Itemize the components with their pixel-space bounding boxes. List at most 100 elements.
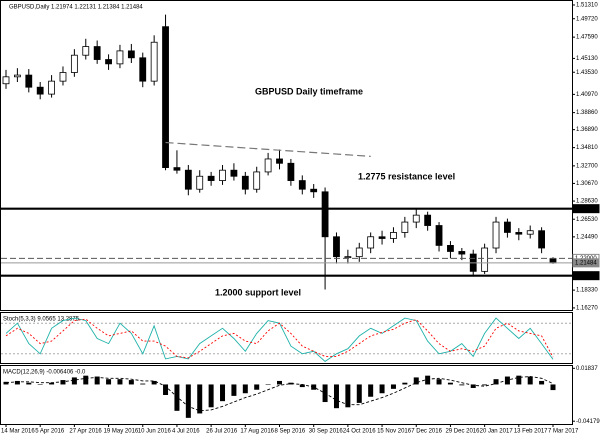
candle-body — [390, 232, 397, 239]
macd-bar — [425, 375, 431, 385]
macd-bar — [527, 376, 533, 385]
candle-body — [310, 188, 318, 193]
level-label-box — [572, 204, 600, 214]
macd-header: MACD(12,26,9) -0.006406 -0.0 — [3, 370, 86, 376]
candle-body — [321, 191, 329, 238]
macd-bar — [379, 384, 385, 394]
macd-bar — [390, 384, 396, 389]
macd-bar — [299, 384, 305, 388]
y-tick-label: 1.40970 — [576, 92, 598, 98]
x-tick-label: 15 Nov 2016 — [377, 429, 412, 435]
x-tick-label: 24 Oct 2016 — [343, 429, 376, 435]
candle-body — [367, 236, 375, 249]
level-label-box — [572, 258, 600, 268]
macd-bar — [14, 380, 20, 385]
stoch-panel — [0, 312, 573, 364]
macd-bar — [106, 379, 112, 385]
annotation: 1.2775 resistance level — [358, 171, 455, 181]
macd-bar — [436, 379, 442, 385]
macd-bar — [3, 381, 9, 385]
macd-bar — [356, 384, 362, 403]
macd-bar — [265, 384, 271, 385]
candle-body — [82, 46, 90, 56]
macd-bar — [117, 379, 123, 385]
macd-bar — [140, 383, 146, 385]
macd-bar — [37, 384, 43, 385]
candle-body — [481, 247, 489, 272]
y-tick-label: 1.30670 — [576, 181, 598, 187]
main-panel — [0, 0, 573, 311]
candle-body — [184, 169, 192, 190]
x-tick-label: 26 Jul 2016 — [206, 429, 238, 435]
candle-body — [253, 171, 261, 190]
candle-body — [2, 76, 10, 85]
candle-body — [219, 169, 226, 181]
level-label-box — [572, 271, 600, 281]
candle-body — [492, 221, 500, 249]
macd-bar — [163, 384, 169, 395]
y-tick-label: 1.45130 — [576, 56, 598, 62]
candle-body — [424, 214, 432, 226]
candle-body — [298, 180, 306, 190]
candle-body — [241, 175, 249, 190]
macd-bar — [345, 384, 351, 408]
x-tick-label: 14 Mar 2016 — [1, 429, 35, 435]
macd-bar — [539, 380, 545, 385]
macd-bar — [197, 384, 203, 414]
macd-bar — [493, 379, 499, 385]
candle-body — [447, 245, 454, 252]
y-tick-label: 1.28630 — [576, 199, 598, 205]
stoch-header: Stoch(5,3,3) 9.0565 13.2875 — [3, 317, 80, 323]
macd-bar — [151, 380, 157, 385]
candle-body — [276, 158, 283, 164]
candle-body — [70, 54, 78, 73]
macd-panel — [0, 365, 573, 425]
candle-body — [48, 80, 55, 95]
candle-body — [355, 247, 363, 258]
candle-body — [344, 256, 352, 259]
x-tick-label: 8 Sep 2016 — [275, 429, 306, 435]
y-tick-label: 1.38860 — [576, 110, 598, 116]
y-tick-label: 1.24490 — [576, 234, 598, 240]
candle-body — [36, 86, 44, 95]
candle-body — [458, 251, 466, 255]
candle-body — [93, 46, 101, 60]
level-label: 1.21484 — [575, 260, 597, 266]
macd-bar — [174, 384, 180, 411]
macd-bar — [83, 375, 89, 385]
level-label: 1.20000 — [575, 273, 597, 279]
y-tick-label: 1.47590 — [576, 35, 598, 41]
annotation: GBPUSD Daily timeframe — [255, 86, 363, 96]
x-tick-label: 13 Feb 2017 — [514, 429, 548, 435]
macd-bar — [185, 384, 191, 418]
macd-bar — [288, 382, 294, 385]
macd-bar — [254, 384, 260, 390]
macd-bar — [128, 380, 134, 385]
y-tick-label: 1.34810 — [576, 145, 598, 151]
macd-bar — [333, 384, 339, 409]
x-tick-label: 7 Dec 2016 — [411, 429, 442, 435]
y-tick-label: 1.51310 — [576, 3, 598, 9]
macd-bar — [447, 382, 453, 385]
macd-bar — [413, 377, 419, 385]
candle-body — [526, 230, 534, 235]
candle-body — [515, 232, 523, 235]
candle-body — [150, 41, 158, 82]
y-tick-label: 1.49720 — [576, 16, 598, 22]
y-tick-label: 1.32700 — [576, 163, 598, 169]
macd-bar — [550, 384, 556, 391]
macd-bar — [60, 380, 66, 385]
y-tick-label: -0.04179 — [576, 419, 600, 425]
candle-body — [412, 214, 420, 223]
candle-body — [13, 74, 21, 78]
trendline — [165, 141, 371, 157]
candle-body — [162, 26, 169, 169]
candle-body — [538, 230, 546, 249]
candle-body — [196, 175, 204, 190]
macd-bar — [71, 377, 77, 385]
main-header: GBPUSD,Daily 1.21974 1.22131 1.21384 1.2… — [9, 5, 143, 11]
candle-body — [549, 258, 557, 264]
candle-body — [105, 59, 112, 65]
candle-body — [333, 236, 340, 258]
